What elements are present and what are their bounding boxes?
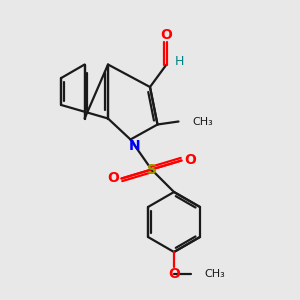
Text: CH₃: CH₃ [204,268,225,279]
Text: N: N [128,139,140,153]
Text: H: H [174,55,184,68]
Text: S: S [146,163,157,176]
Text: O: O [160,28,172,42]
Text: O: O [107,172,119,185]
Text: CH₃: CH₃ [192,116,213,127]
Text: O: O [184,154,196,167]
Text: O: O [168,267,180,280]
